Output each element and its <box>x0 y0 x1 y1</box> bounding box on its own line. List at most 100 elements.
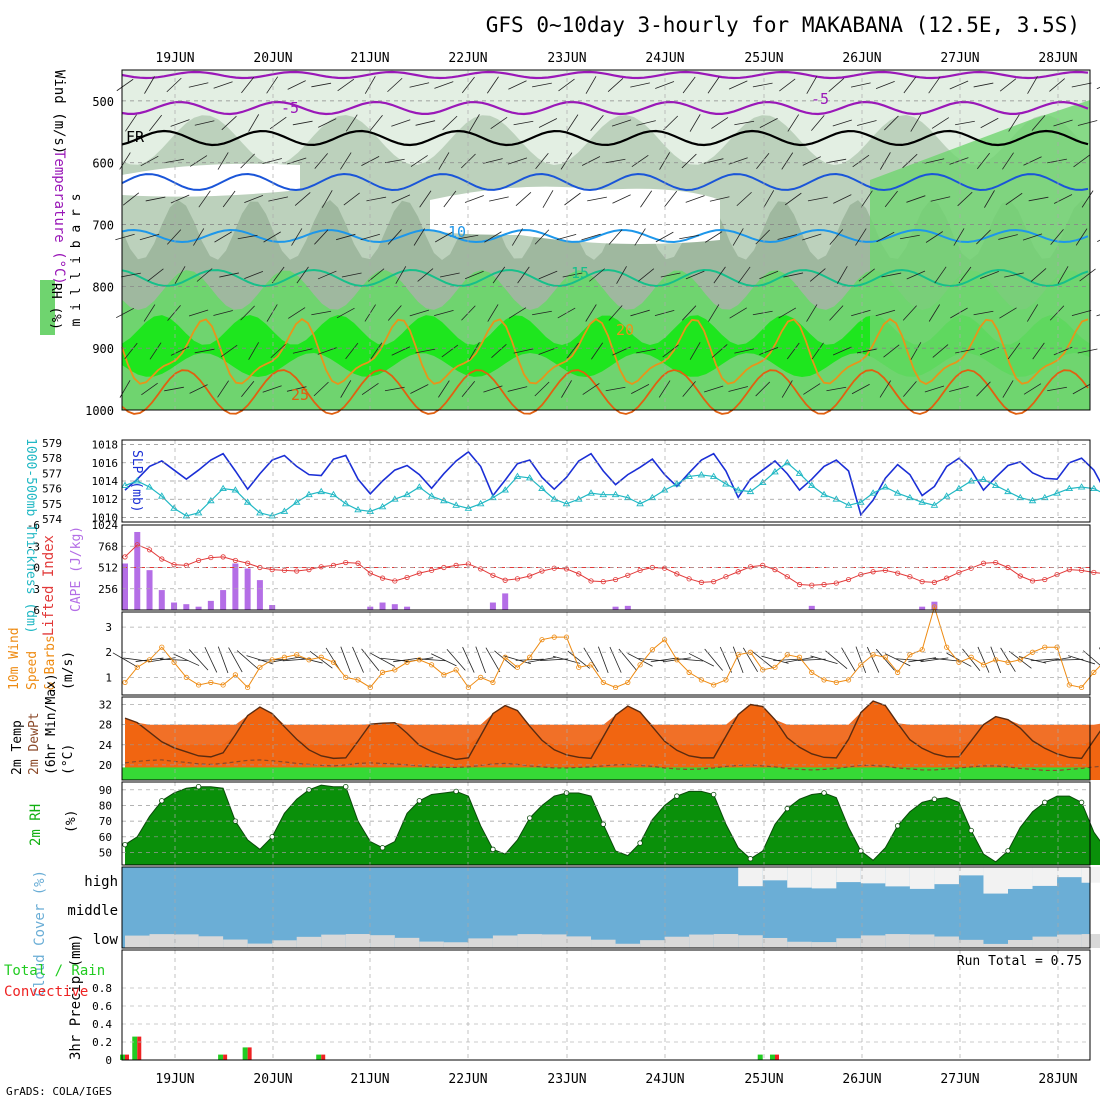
wind-barb-10m <box>627 653 653 667</box>
wind-barb <box>689 114 701 132</box>
wind-barb <box>486 76 499 94</box>
thickness-marker <box>930 501 939 508</box>
wind-barb <box>728 386 748 392</box>
wind-barb <box>268 196 289 202</box>
wind-barb <box>928 304 941 322</box>
pressure-tick: 1000 <box>85 404 114 418</box>
wind-barb-10m <box>825 650 848 670</box>
thickness-marker <box>121 481 129 489</box>
wind-speed-marker <box>931 604 938 610</box>
wind-barb <box>659 152 671 170</box>
wind-barb <box>458 234 479 240</box>
wind-barb <box>711 117 729 129</box>
wind-barb <box>1053 119 1073 127</box>
wind-speed-marker <box>257 664 263 670</box>
thickness-marker <box>979 475 988 482</box>
li-tick: 0 <box>33 562 40 575</box>
wind-barb <box>345 342 359 360</box>
li-tick: 6 <box>33 604 40 617</box>
wind-barb <box>439 272 460 278</box>
wind-barb <box>658 380 671 398</box>
wind-barb <box>855 228 867 246</box>
wind-barb <box>122 192 140 206</box>
wind-barb-10m <box>228 647 243 673</box>
lifted-index-marker <box>747 564 754 570</box>
wind-barb <box>836 266 848 284</box>
rh-marker <box>600 821 606 827</box>
thickness-marker <box>403 490 411 498</box>
lifted-index-marker <box>428 567 435 573</box>
lifted-index-marker <box>944 575 950 581</box>
lifted-index-marker <box>122 554 128 560</box>
wind-barb <box>196 268 213 282</box>
precip-total-bar <box>316 1054 322 1060</box>
wind-barb <box>189 155 208 167</box>
lifted-index-marker <box>612 576 619 583</box>
thickness-marker <box>145 483 154 490</box>
wind-barb <box>984 190 995 208</box>
wind-barb-10m <box>370 652 396 667</box>
wind-barb <box>241 380 255 398</box>
rh-marker <box>821 790 827 796</box>
cape-bar <box>489 602 496 610</box>
date-label-bottom: 24JUN <box>645 1072 684 1087</box>
cape-tick: 512 <box>98 562 118 575</box>
cape-tick: 1024 <box>92 519 119 532</box>
wind-barb <box>564 192 581 206</box>
wind-barb <box>217 380 229 398</box>
wind-barb <box>387 305 402 321</box>
wind-barb <box>1027 76 1038 94</box>
date-label-top: 19JUN <box>155 51 194 66</box>
wind-speed-marker <box>355 677 361 683</box>
wind-barb <box>318 118 337 128</box>
cloud-cover-label: Cloud Cover (%) <box>32 870 48 996</box>
wind-barb <box>490 116 508 130</box>
cloud-low-clear <box>125 935 150 948</box>
pressure-tick: 700 <box>92 219 114 233</box>
cloud-high-clear <box>762 867 788 881</box>
cloud-high-clear <box>983 867 1008 894</box>
temp-label: (°C) <box>61 744 76 775</box>
wind-barb-10m <box>688 653 715 667</box>
precip-tick: 0.6 <box>92 1000 112 1013</box>
wind-barb <box>164 158 184 164</box>
wind-barb-10m <box>810 655 838 665</box>
lifted-index-marker <box>1042 576 1048 583</box>
precip-total-bar <box>769 1054 775 1060</box>
wind-barb <box>682 305 697 321</box>
thickness-marker <box>256 509 264 516</box>
wind-barb <box>336 307 355 319</box>
wind-barb <box>314 153 328 169</box>
wind-barb <box>415 348 436 354</box>
wind-barb <box>713 266 726 284</box>
lifted-index-marker <box>833 580 839 586</box>
wind-barb <box>585 304 597 322</box>
cloud-low-clear <box>149 934 175 948</box>
precip-tick: 0 <box>105 1054 112 1067</box>
wind-barb <box>361 382 379 396</box>
wind-barb <box>487 304 499 322</box>
rh2m-unit: (%) <box>64 810 79 833</box>
rh-marker <box>195 783 202 790</box>
precip-tick: 0.8 <box>92 982 112 995</box>
wind-speed-marker <box>625 679 631 686</box>
wind-barb <box>538 347 558 355</box>
wind-barb <box>1047 386 1067 392</box>
cape-bar <box>919 606 926 610</box>
wind-barb <box>685 195 705 203</box>
cloud-high-clear <box>958 867 984 876</box>
thickness-marker <box>268 512 276 519</box>
thickness-marker <box>329 490 338 498</box>
wind-barb-10m <box>841 647 856 673</box>
wind-barb <box>973 310 994 316</box>
wind-barb <box>194 120 215 126</box>
wind-barb-10m <box>112 652 138 668</box>
date-label-top: 20JUN <box>253 51 292 66</box>
wind-label: & Barbs <box>43 635 58 690</box>
wind-barb <box>591 342 604 360</box>
cape-bar <box>269 605 276 610</box>
wind-barb-10m <box>609 646 622 673</box>
wind-barb-10m <box>638 658 667 662</box>
slp-tick: 1018 <box>92 439 119 452</box>
thickness-marker <box>955 484 963 492</box>
